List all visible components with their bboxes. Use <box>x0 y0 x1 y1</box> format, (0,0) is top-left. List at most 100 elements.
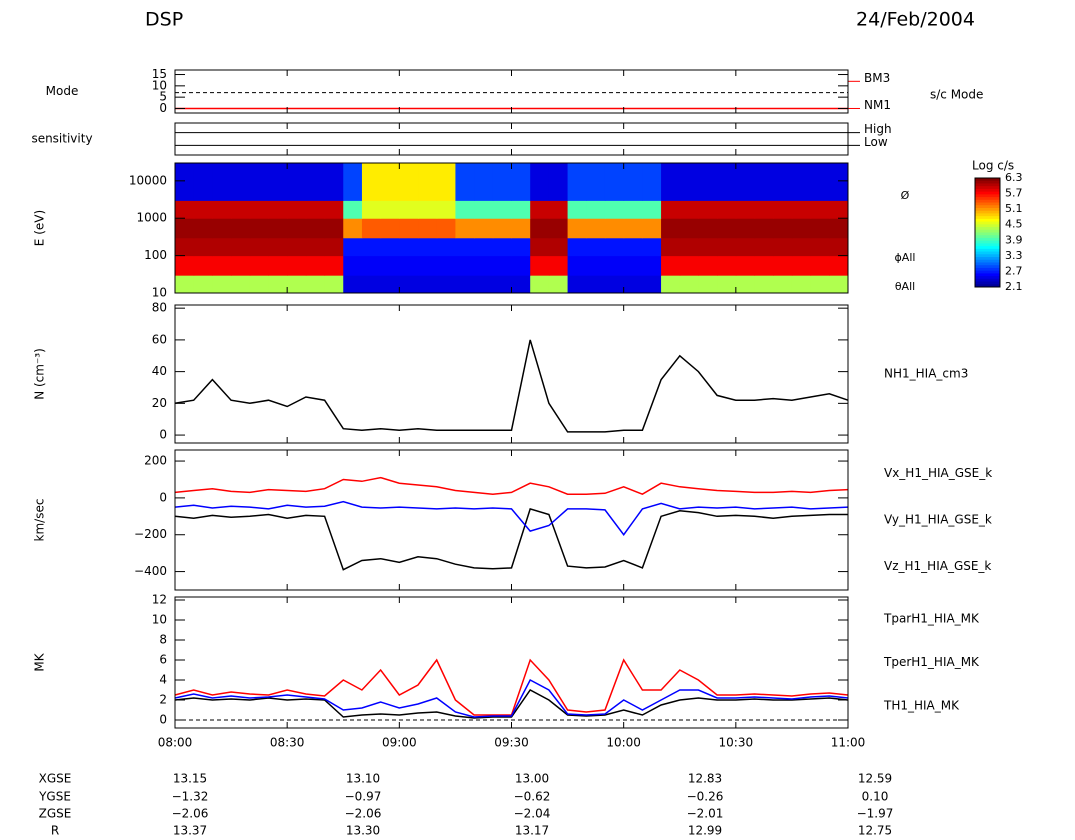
orbit-value: −2.01 <box>687 807 724 821</box>
spectrogram-cell <box>492 163 512 201</box>
colorbar-step <box>975 229 1000 233</box>
spectrogram-cell <box>623 275 643 294</box>
y-axis-label: km/sec <box>33 499 47 542</box>
colorbar-step <box>975 267 1000 272</box>
y-tick-label: 40 <box>152 364 167 378</box>
spectrogram-cell <box>474 200 494 219</box>
spectrogram-cell <box>754 200 774 219</box>
y-tick-label: 0 <box>159 428 167 442</box>
spectrogram-cell <box>455 218 475 239</box>
y-tick-label: 6 <box>159 653 167 667</box>
spectrogram-cell <box>791 275 812 294</box>
spectrogram-cell <box>791 218 812 239</box>
spectrogram-cell <box>623 218 643 239</box>
spectrogram-cell <box>343 255 363 276</box>
spectrogram-cell <box>548 218 569 239</box>
colorbar-step <box>975 202 1000 206</box>
orbit-value: −2.06 <box>345 807 382 821</box>
spectrogram-cell <box>399 275 419 294</box>
spectrogram-cell <box>492 275 512 294</box>
spectrogram-cell <box>231 275 251 294</box>
spectrogram-cell <box>604 163 625 201</box>
spectrogram-cell <box>436 218 456 239</box>
y-tick-label: 10000 <box>129 173 167 187</box>
spectrogram-cell <box>361 275 382 294</box>
spectrogram-cell <box>399 237 419 257</box>
colorbar-step <box>975 188 1000 193</box>
series-line <box>174 689 849 719</box>
spectrogram-cell <box>324 200 344 219</box>
spectrogram-cell <box>380 255 400 276</box>
spectrogram-cell <box>287 200 307 219</box>
legend-label: Vx_H1_HIA_GSE_k <box>884 466 992 480</box>
spectrogram-cell <box>754 237 774 257</box>
colorbar-step <box>975 259 1000 263</box>
spectrogram-cell <box>418 275 438 294</box>
spectrogram-cell <box>474 237 494 257</box>
spectrogram-cell <box>193 275 213 294</box>
spectrogram-cell <box>717 163 737 201</box>
legend-label: Vz_H1_HIA_GSE_k <box>884 559 991 573</box>
spectrogram-cell <box>810 237 830 257</box>
spectrogram-cell <box>175 237 195 257</box>
spectrogram-cell <box>698 200 718 219</box>
spectrogram-cell <box>492 200 512 219</box>
spectrogram-cell <box>249 163 269 201</box>
legend-label: NH1_HIA_cm3 <box>884 367 968 381</box>
series-line <box>174 678 849 718</box>
x-tick-label: 10:00 <box>606 736 641 750</box>
spectrogram-cell <box>175 255 195 276</box>
spectrogram-cell <box>810 163 830 201</box>
spectrogram-cell <box>380 218 400 239</box>
spectrogram-cell <box>735 275 756 294</box>
colorbar-step <box>975 246 1000 250</box>
spectrogram-cell <box>305 163 326 201</box>
spectrogram-cell <box>361 200 382 219</box>
orbit-value: −1.32 <box>172 790 209 804</box>
spectrogram-cell <box>305 275 326 294</box>
spectrogram-cell <box>530 200 550 219</box>
spectrogram-cell <box>829 275 849 294</box>
spectrogram-cell <box>193 163 213 201</box>
spectrogram-cell <box>231 163 251 201</box>
legend-label: TperH1_HIA_MK <box>883 655 980 669</box>
series-line <box>174 500 849 536</box>
orbit-label: ZGSE <box>39 807 72 821</box>
spectrogram-cell <box>679 218 699 239</box>
spectrogram-cell <box>698 163 718 201</box>
spectrogram-cell <box>548 200 569 219</box>
colorbar-step <box>975 232 1000 236</box>
spectrogram-cell <box>361 255 382 276</box>
panel-frame <box>174 69 849 114</box>
spectrogram-cell <box>586 275 606 294</box>
spectrogram-cell <box>268 275 288 294</box>
y-tick-label: −400 <box>134 564 167 578</box>
spectrogram-cell <box>305 237 326 257</box>
spectrogram-cell <box>380 163 400 201</box>
spectrogram-cell <box>455 200 475 219</box>
colorbar-tick-label: 3.3 <box>1005 249 1023 262</box>
level-label: NM1 <box>864 98 891 112</box>
spectrogram-cell <box>324 275 344 294</box>
spectrogram-cell <box>698 237 718 257</box>
spectrogram-cell <box>268 237 288 257</box>
legend-label: TparH1_HIA_MK <box>883 611 980 625</box>
spectrogram-cell <box>773 275 793 294</box>
y-tick-label: 12 <box>152 593 167 607</box>
spectrogram-cell <box>399 200 419 219</box>
y-tick-label: −200 <box>134 527 167 541</box>
colorbar-tick-label: 2.7 <box>1005 264 1023 277</box>
spectrogram-cell <box>324 255 344 276</box>
spectrogram-cell <box>511 218 531 239</box>
spectrogram-cell <box>305 200 326 219</box>
spectrogram-cell <box>773 218 793 239</box>
legend-label: Vy_H1_HIA_GSE_k <box>884 513 992 527</box>
spectrogram-cell <box>679 163 699 201</box>
colorbar-step <box>975 240 1000 244</box>
spectrogram-cell <box>698 275 718 294</box>
orbit-value: 12.83 <box>688 772 722 786</box>
spectrogram-cell <box>455 237 475 257</box>
spectrogram-cell <box>343 237 363 257</box>
header-right: 24/Feb/2004 <box>856 9 975 31</box>
spectrogram-cell <box>829 237 849 257</box>
